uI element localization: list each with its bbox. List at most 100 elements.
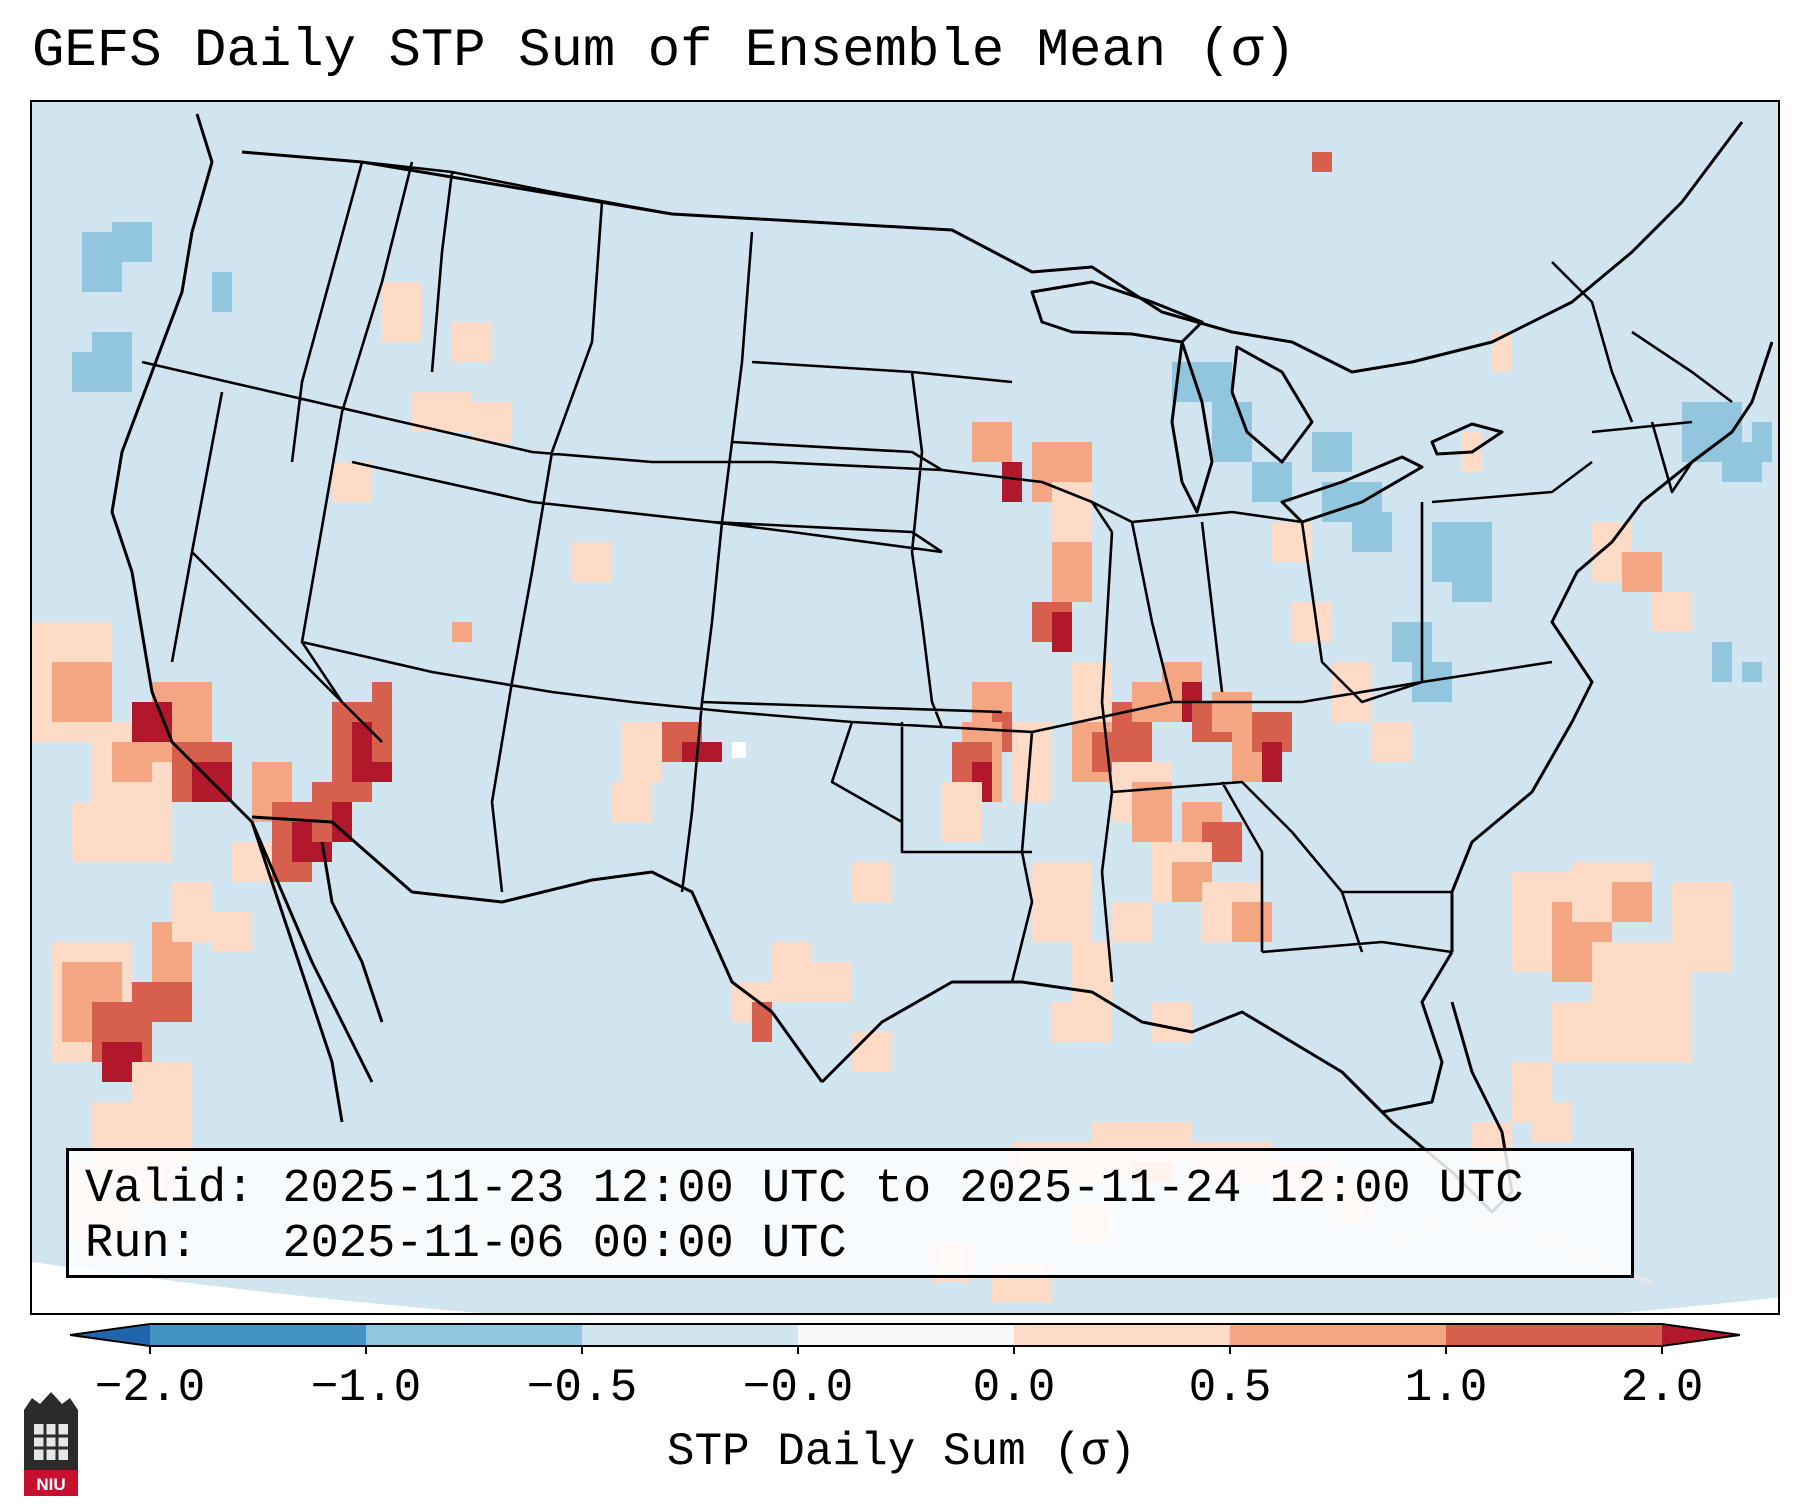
stp-cell [1112, 902, 1152, 942]
colorbar-tick-label: 1.0 [1404, 1362, 1488, 1414]
canada-border [241, 121, 1744, 374]
stp-cell [452, 622, 472, 642]
stp-cell [1052, 1002, 1112, 1042]
stp-cell [1392, 622, 1432, 662]
stp-cell [212, 272, 232, 312]
colorbar-segment [1230, 1324, 1446, 1346]
stp-cell [572, 542, 612, 582]
colorbar-tick-label: −1.0 [310, 1362, 422, 1414]
colorbar-segments [70, 1323, 1740, 1354]
valid-label: Valid: [85, 1163, 255, 1216]
colorbar-segment [582, 1324, 798, 1346]
run-time: 2025-11-06 00:00 UTC [282, 1218, 847, 1271]
niu-logo-icon: NIU [24, 1392, 78, 1496]
stp-cell [332, 802, 352, 842]
stp-cell [612, 782, 652, 822]
lake-ontario [1430, 422, 1504, 456]
stp-cell [1532, 1102, 1572, 1142]
state-borders [141, 160, 1733, 983]
baja-coastline [250, 821, 374, 1083]
stp-anomaly-cells [32, 152, 1772, 1302]
atlantic-coastline [1450, 341, 1774, 952]
stp-cell [1052, 542, 1092, 602]
us-mexico-border [251, 815, 824, 1083]
stp-cell [1712, 642, 1732, 682]
stp-cell [212, 912, 252, 952]
stp-cell [852, 862, 892, 902]
stp-cell [752, 1002, 772, 1042]
stp-cell [1452, 562, 1492, 602]
colorbar-tick-label: −0.0 [742, 1362, 854, 1414]
colorbar [70, 1323, 1740, 1354]
stp-cell [1692, 932, 1732, 972]
stp-cell [812, 962, 852, 1002]
colorbar-label: STP Daily Sum (σ) [666, 1426, 1137, 1478]
chart-title: GEFS Daily STP Sum of Ensemble Mean (σ) [32, 21, 1296, 82]
valid-time-range: 2025-11-23 12:00 UTC to 2025-11-24 12:00… [282, 1163, 1524, 1216]
stp-cell [72, 802, 172, 862]
gulf-coastline [820, 951, 1454, 1114]
stp-cell [372, 682, 392, 762]
colorbar-tick-label: −0.5 [526, 1362, 638, 1414]
stp-cell [942, 782, 982, 842]
stp-cell [1312, 152, 1332, 172]
stp-cell [52, 662, 112, 722]
stp-cell [1632, 982, 1692, 1062]
stp-cell [1742, 662, 1762, 682]
stp-cell [1612, 882, 1652, 922]
stp-cell [472, 402, 512, 442]
stp-cell [382, 282, 422, 342]
colorbar-tick-label: 0.5 [1188, 1362, 1272, 1414]
colorbar-segment [150, 1324, 366, 1346]
stp-cell [1492, 332, 1512, 372]
run-label: Run: [85, 1218, 198, 1271]
stp-cell [332, 462, 372, 502]
stp-cell [1052, 482, 1092, 542]
colorbar-segment [1446, 1324, 1662, 1346]
stp-cell [852, 1032, 892, 1072]
stp-cell [1032, 862, 1092, 942]
stp-cell [1132, 782, 1172, 842]
stp-cell [1652, 592, 1692, 632]
stp-cell [452, 322, 492, 362]
colorbar-segment [366, 1324, 582, 1346]
west-coastline [110, 113, 344, 1123]
stp-cell [682, 742, 722, 762]
stp-cell [1172, 362, 1232, 402]
stp-cell [1252, 462, 1292, 502]
stp-cell [1152, 1002, 1192, 1042]
lake-michigan [1170, 340, 1214, 514]
stp-cell [132, 702, 172, 742]
stp-cell [112, 742, 152, 782]
stp-cell [1352, 512, 1392, 552]
stp-cell [92, 332, 132, 372]
stp-cell [112, 222, 152, 262]
stp-cell [1292, 602, 1332, 642]
stp-cell [1622, 552, 1662, 592]
colorbar-tick-label: −2.0 [94, 1362, 206, 1414]
stp-cell [972, 422, 1012, 462]
stp-cell [132, 982, 192, 1022]
colorbar-segment [798, 1324, 1014, 1346]
stp-cell [1552, 1002, 1612, 1062]
stp-cell [1072, 662, 1112, 722]
stp-cell [1312, 432, 1352, 472]
colorbar-extend-high [1662, 1324, 1740, 1346]
colorbar-extend-low [70, 1324, 150, 1346]
colorbar-tick-label: 2.0 [1620, 1362, 1704, 1414]
stp-cell [172, 882, 212, 942]
stp-cell [1752, 422, 1772, 462]
map-svg [32, 102, 1778, 1313]
stp-cell-missing [732, 742, 746, 758]
stp-cell [772, 942, 812, 1002]
lake-huron [1230, 345, 1314, 464]
colorbar-tick-label: 0.0 [972, 1362, 1056, 1414]
stp-cell [1212, 402, 1252, 462]
logo-text: NIU [36, 1475, 65, 1494]
colorbar-segment [1014, 1324, 1230, 1346]
stp-cell [1052, 612, 1072, 652]
map-panel [30, 100, 1780, 1315]
valid-run-info-box: Valid: 2025-11-23 12:00 UTC to 2025-11-2… [66, 1148, 1634, 1278]
stp-cell [1372, 722, 1412, 762]
gulf-of-california [320, 841, 384, 1023]
